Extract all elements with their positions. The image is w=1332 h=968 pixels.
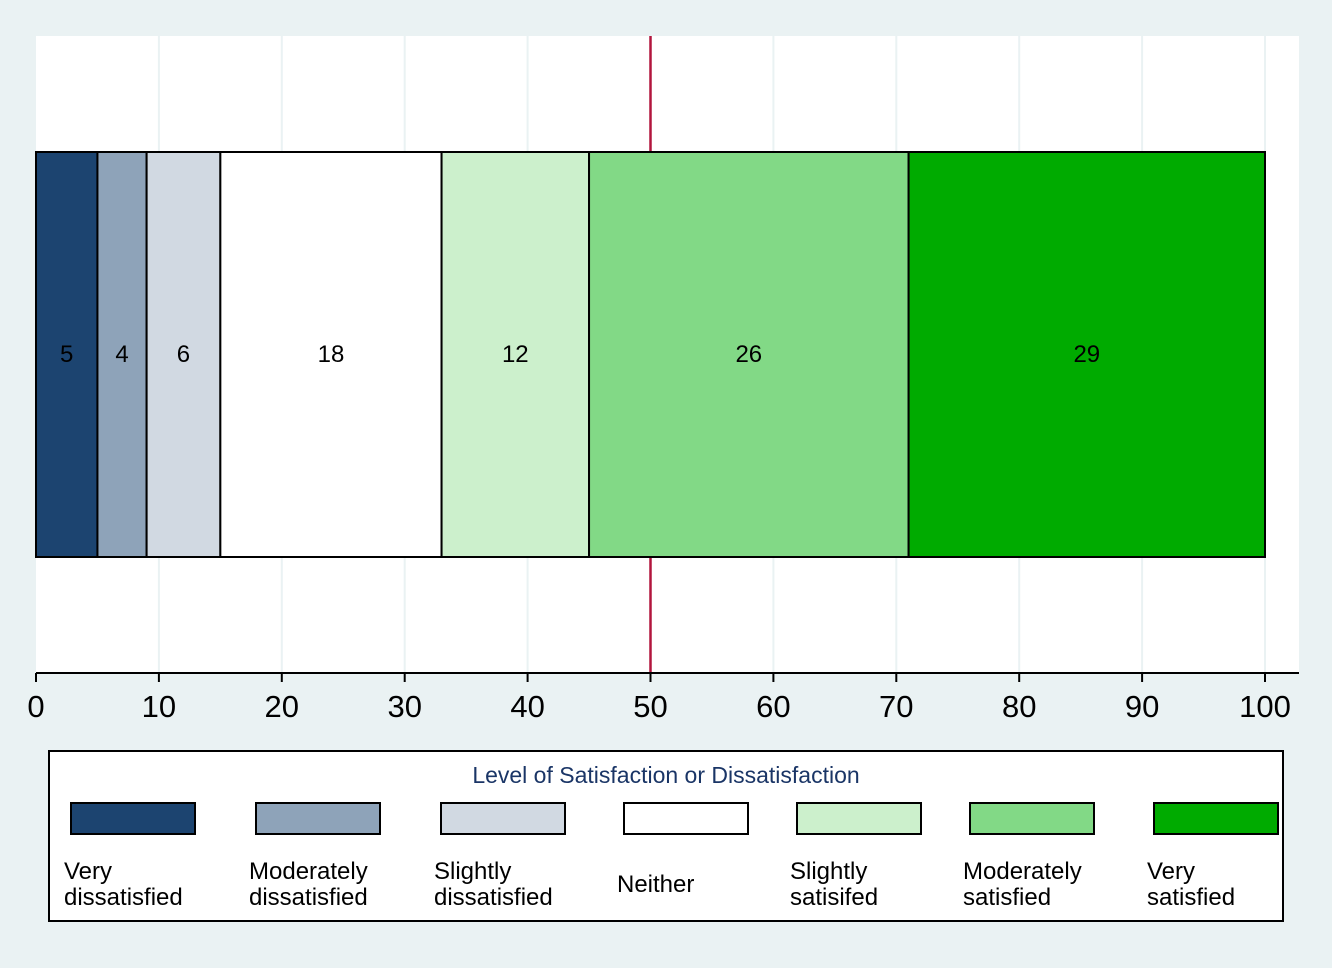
segment-label-neither: 18 (318, 341, 345, 368)
legend-label-line: Slightly (790, 858, 868, 885)
legend-title: Level of Satisfaction or Dissatisfaction (472, 762, 860, 788)
x-tick-label-20: 20 (265, 689, 299, 724)
legend-swatch (70, 802, 196, 835)
x-tick-label-10: 10 (142, 689, 176, 724)
legend-label: Moderately dissatisfied (249, 856, 425, 914)
legend-item: Slightly satisifed (776, 802, 956, 922)
x-tick-label-70: 70 (879, 689, 913, 724)
legend-label-line: Neither (617, 871, 695, 898)
x-tick-label-30: 30 (387, 689, 421, 724)
legend-swatch (969, 802, 1095, 835)
x-tick-label-80: 80 (1002, 689, 1036, 724)
legend-item: Moderately dissatisfied (235, 802, 415, 922)
legend-swatch (796, 802, 922, 835)
x-tick-label-0: 0 (27, 689, 44, 724)
legend-label-line: satisfied (963, 884, 1052, 911)
legend-item: Slightly dissatisfied (420, 802, 600, 922)
legend-item: Moderately satisfied (949, 802, 1129, 922)
legend-label: Neither (617, 856, 793, 914)
legend-label: Slightly dissatisfied (434, 856, 610, 914)
x-tick-label-90: 90 (1125, 689, 1159, 724)
legend-swatch (623, 802, 749, 835)
legend-swatch (255, 802, 381, 835)
legend-label-line: Slightly (434, 858, 512, 885)
x-tick-label-60: 60 (756, 689, 790, 724)
legend-label: Slightly satisifed (790, 856, 966, 914)
x-tick-label-50: 50 (633, 689, 667, 724)
legend-label-line: Very (64, 858, 113, 885)
segment-label-very-dissatisfied: 5 (60, 341, 73, 368)
chart-plot: 5 4 6 18 12 26 29 0 10 20 30 40 50 60 70 80 90 100 (27, 36, 1299, 724)
x-axis: 0 10 20 30 40 50 60 70 80 90 100 (27, 672, 1299, 724)
x-tick-label-40: 40 (510, 689, 544, 724)
bar-segment-moderately-satisfied (588, 151, 910, 558)
legend-label: Moderately satisfied (963, 856, 1139, 914)
legend-item: Very satisfied (1133, 802, 1313, 922)
bar-segments (35, 151, 1267, 558)
bar-segment-very-satisfied (907, 151, 1267, 558)
legend-label-line: dissatisfied (434, 884, 553, 911)
segment-label-moderately-dissatisfied: 4 (115, 341, 128, 368)
legend-item: Very dissatisfied (50, 802, 230, 922)
legend-swatch (1153, 802, 1279, 835)
legend-label-line: satisifed (790, 884, 879, 911)
legend-label-line: dissatisfied (249, 884, 368, 911)
legend-item: Neither (603, 802, 783, 922)
legend-label: Very satisfied (1147, 856, 1323, 914)
legend-label-line: Very (1147, 858, 1196, 885)
segment-label-slightly-satisifed: 12 (502, 341, 529, 368)
legend-label-line: Moderately (249, 858, 368, 885)
segment-label-very-satisfied: 29 (1073, 341, 1100, 368)
segment-label-moderately-satisfied: 26 (735, 341, 762, 368)
x-tick-label-100: 100 (1239, 689, 1291, 724)
legend: Level of Satisfaction or Dissatisfaction… (48, 750, 1284, 922)
segment-label-slightly-dissatisfied: 6 (177, 341, 190, 368)
legend-swatch (440, 802, 566, 835)
legend-label-line: satisfied (1147, 884, 1236, 911)
bar-segment-slightly-dissatisfied (145, 151, 222, 558)
bar-segment-slightly-satisifed (440, 151, 591, 558)
legend-label-line: dissatisfied (64, 884, 183, 911)
legend-label-line: Moderately (963, 858, 1082, 885)
bar-segment-labels: 5 4 6 18 12 26 29 (60, 341, 1100, 368)
legend-label: Very dissatisfied (64, 856, 240, 914)
